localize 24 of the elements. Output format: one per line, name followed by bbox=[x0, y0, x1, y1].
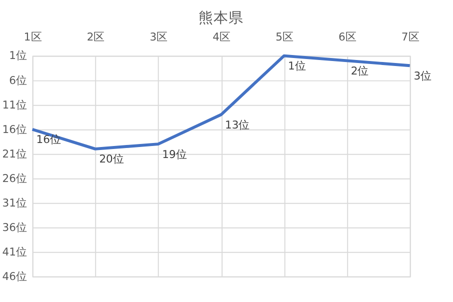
y-tick-label: 26位 bbox=[2, 172, 27, 185]
chart-title: 熊本県 bbox=[198, 9, 244, 26]
x-tick-label: 5区 bbox=[276, 30, 294, 44]
x-tick-label: 2区 bbox=[86, 30, 105, 44]
text: 19位 bbox=[162, 148, 187, 161]
text: 2位 bbox=[350, 64, 369, 78]
text: 3位 bbox=[414, 69, 432, 82]
y-tick-label: 46位 bbox=[2, 270, 27, 283]
text: 1位 bbox=[288, 60, 306, 73]
x-tick-label: 7区 bbox=[401, 30, 420, 44]
x-tick-label: 1区 bbox=[24, 30, 42, 44]
text: 13位 bbox=[225, 118, 250, 132]
text: 20位 bbox=[99, 152, 124, 166]
y-tick-label: 16位 bbox=[2, 122, 27, 136]
y-tick-label: 11位 bbox=[2, 98, 27, 112]
y-tick-label: 41位 bbox=[2, 245, 27, 258]
y-tick-label: 1位 bbox=[9, 49, 27, 62]
x-tick-label: 6区 bbox=[338, 30, 356, 44]
y-tick-label: 31位 bbox=[2, 196, 27, 210]
x-tick-label: 3区 bbox=[150, 30, 168, 44]
y-tick-label: 36位 bbox=[2, 220, 27, 234]
y-tick-label: 6位 bbox=[9, 74, 27, 87]
y-tick-label: 21位 bbox=[2, 147, 27, 160]
x-tick-label: 4区 bbox=[212, 30, 231, 44]
